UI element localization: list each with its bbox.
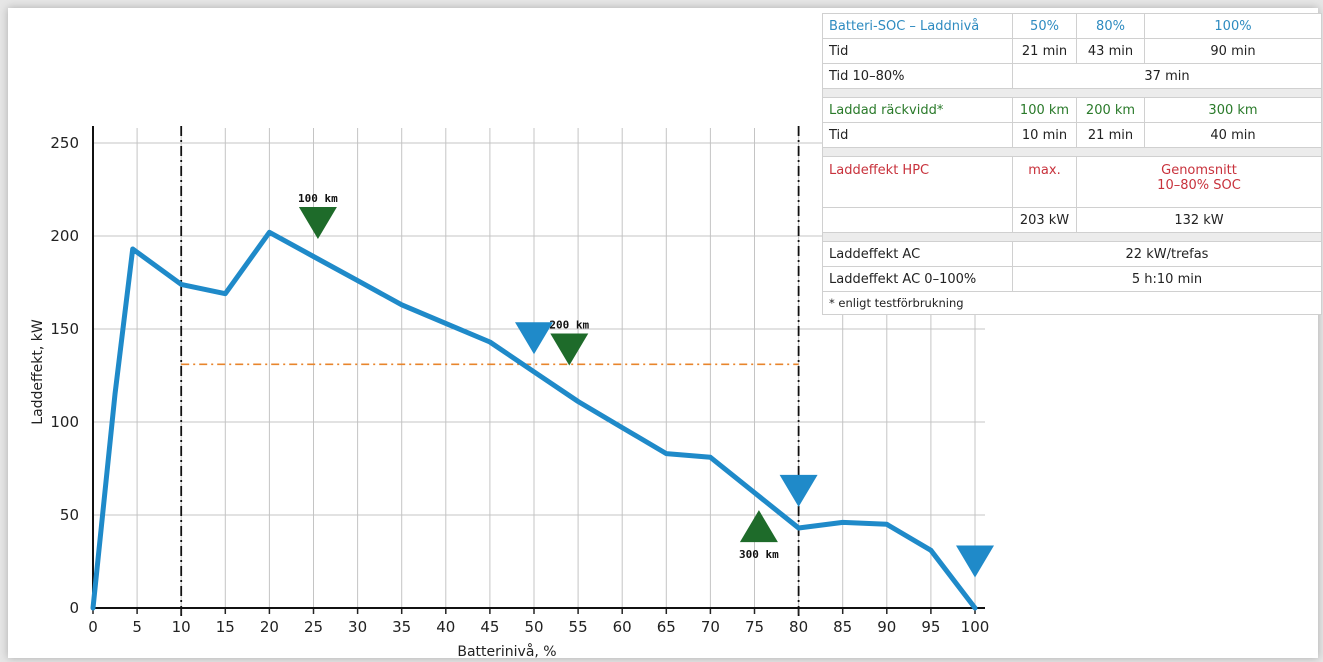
x-tick-label: 30 [348, 618, 367, 636]
soc-time-100: 90 min [1144, 38, 1322, 64]
range-time-200: 21 min [1076, 122, 1145, 148]
x-tick-label: 80 [789, 618, 808, 636]
ac-full-row: Laddeffekt AC 0–100% 5 h:10 min [822, 266, 1322, 292]
y-tick-label: 100 [50, 413, 79, 431]
range-time-row: Tid 10 min 21 min 40 min [822, 122, 1322, 148]
table-gap [822, 147, 1322, 157]
y-tick-label: 50 [60, 506, 79, 524]
markers: 100 km 200 km 300 km [298, 192, 994, 578]
footnote: * enligt testförbrukning [822, 291, 1322, 315]
x-tick-label: 50 [524, 618, 543, 636]
x-tick-label: 35 [392, 618, 411, 636]
x-tick-label: 20 [260, 618, 279, 636]
axes: 0 50 100 150 200 250 0 5 10 15 20 25 30 35 40 45 50 55 60 6… [50, 126, 989, 636]
charging-power-line [90, 229, 978, 611]
soc-header-row: Batteri-SOC – Laddnivå 50% 80% 100% [822, 13, 1322, 39]
x-tick-label: 75 [745, 618, 764, 636]
x-tick-label: 25 [304, 618, 323, 636]
triangle-down-marker [515, 322, 553, 355]
marker-label: 300 km [739, 548, 779, 561]
x-tick-label: 100 [961, 618, 990, 636]
soc-time-80: 43 min [1076, 38, 1145, 64]
x-tick-label: 5 [132, 618, 142, 636]
hpc-header-label: Laddeffekt HPC [822, 156, 1013, 208]
triangle-up-marker [739, 510, 778, 543]
x-tick-label: 55 [569, 618, 588, 636]
x-tick-label: 65 [657, 618, 676, 636]
hpc-header-max: max. [1012, 156, 1077, 208]
table-gap [822, 232, 1322, 242]
marker-label: 200 km [549, 318, 589, 331]
hpc-header-average: Genomsnitt 10–80% SOC [1076, 156, 1322, 208]
reference-lines [180, 126, 800, 620]
y-tick-label: 0 [69, 599, 79, 617]
ac-value: 22 kW/trefas [1012, 241, 1322, 267]
hpc-header-average-line1: Genomsnitt [1161, 163, 1237, 178]
y-axis-label: Laddeffekt, kW [30, 319, 46, 425]
x-tick-label: 15 [216, 618, 235, 636]
charging-info-table: Batteri-SOC – Laddnivå 50% 80% 100% Tid … [822, 13, 1322, 315]
y-tick-label: 250 [50, 134, 79, 152]
range-header-label: Laddad räckvidd* [822, 97, 1013, 123]
marker-label: 100 km [298, 192, 338, 205]
soc-time-label: Tid [822, 38, 1013, 64]
range-time-100: 10 min [1012, 122, 1077, 148]
y-tick-label: 150 [50, 320, 79, 338]
ac-label: Laddeffekt AC [822, 241, 1013, 267]
soc-header-80: 80% [1076, 13, 1145, 39]
soc-time-10-80-row: Tid 10–80% 37 min [822, 63, 1322, 89]
triangle-down-marker [550, 333, 589, 366]
range-header-100: 100 km [1012, 97, 1077, 123]
hpc-values-label [822, 207, 1013, 233]
x-tick-label: 0 [88, 618, 98, 636]
series [90, 229, 978, 611]
range-header-200: 200 km [1076, 97, 1145, 123]
soc-header-100: 100% [1144, 13, 1322, 39]
y-tick-label: 200 [50, 227, 79, 245]
soc-time-10-80-label: Tid 10–80% [822, 63, 1013, 89]
x-tick-label: 45 [480, 618, 499, 636]
ac-full-label: Laddeffekt AC 0–100% [822, 266, 1013, 292]
x-tick-label: 60 [613, 618, 632, 636]
hpc-header-row: Laddeffekt HPC max. Genomsnitt 10–80% SO… [822, 156, 1322, 208]
range-header-300: 300 km [1144, 97, 1322, 123]
x-tick-label: 95 [921, 618, 940, 636]
table-gap [822, 88, 1322, 98]
x-tick-label: 10 [172, 618, 191, 636]
triangle-down-marker [298, 206, 337, 239]
hpc-header-average-line2: 10–80% SOC [1157, 178, 1241, 193]
x-axis-label: Batterinivå, % [457, 643, 556, 660]
range-header-row: Laddad räckvidd* 100 km 200 km 300 km [822, 97, 1322, 123]
hpc-max-value: 203 kW [1012, 207, 1077, 233]
range-time-label: Tid [822, 122, 1013, 148]
ac-row: Laddeffekt AC 22 kW/trefas [822, 241, 1322, 267]
footnote-row: * enligt testförbrukning [822, 291, 1322, 315]
x-tick-label: 90 [877, 618, 896, 636]
x-tick-label: 70 [701, 618, 720, 636]
ac-full-value: 5 h:10 min [1012, 266, 1322, 292]
soc-header-label: Batteri-SOC – Laddnivå [822, 13, 1013, 39]
range-time-300: 40 min [1144, 122, 1322, 148]
soc-time-10-80-value: 37 min [1012, 63, 1322, 89]
x-tick-label: 40 [436, 618, 455, 636]
triangle-down-marker [956, 545, 994, 578]
soc-header-50: 50% [1012, 13, 1077, 39]
soc-time-50: 21 min [1012, 38, 1077, 64]
hpc-values-row: 203 kW 132 kW [822, 207, 1322, 233]
triangle-down-marker [779, 474, 818, 507]
hpc-average-value: 132 kW [1076, 207, 1322, 233]
soc-time-row: Tid 21 min 43 min 90 min [822, 38, 1322, 64]
x-tick-label: 85 [833, 618, 852, 636]
